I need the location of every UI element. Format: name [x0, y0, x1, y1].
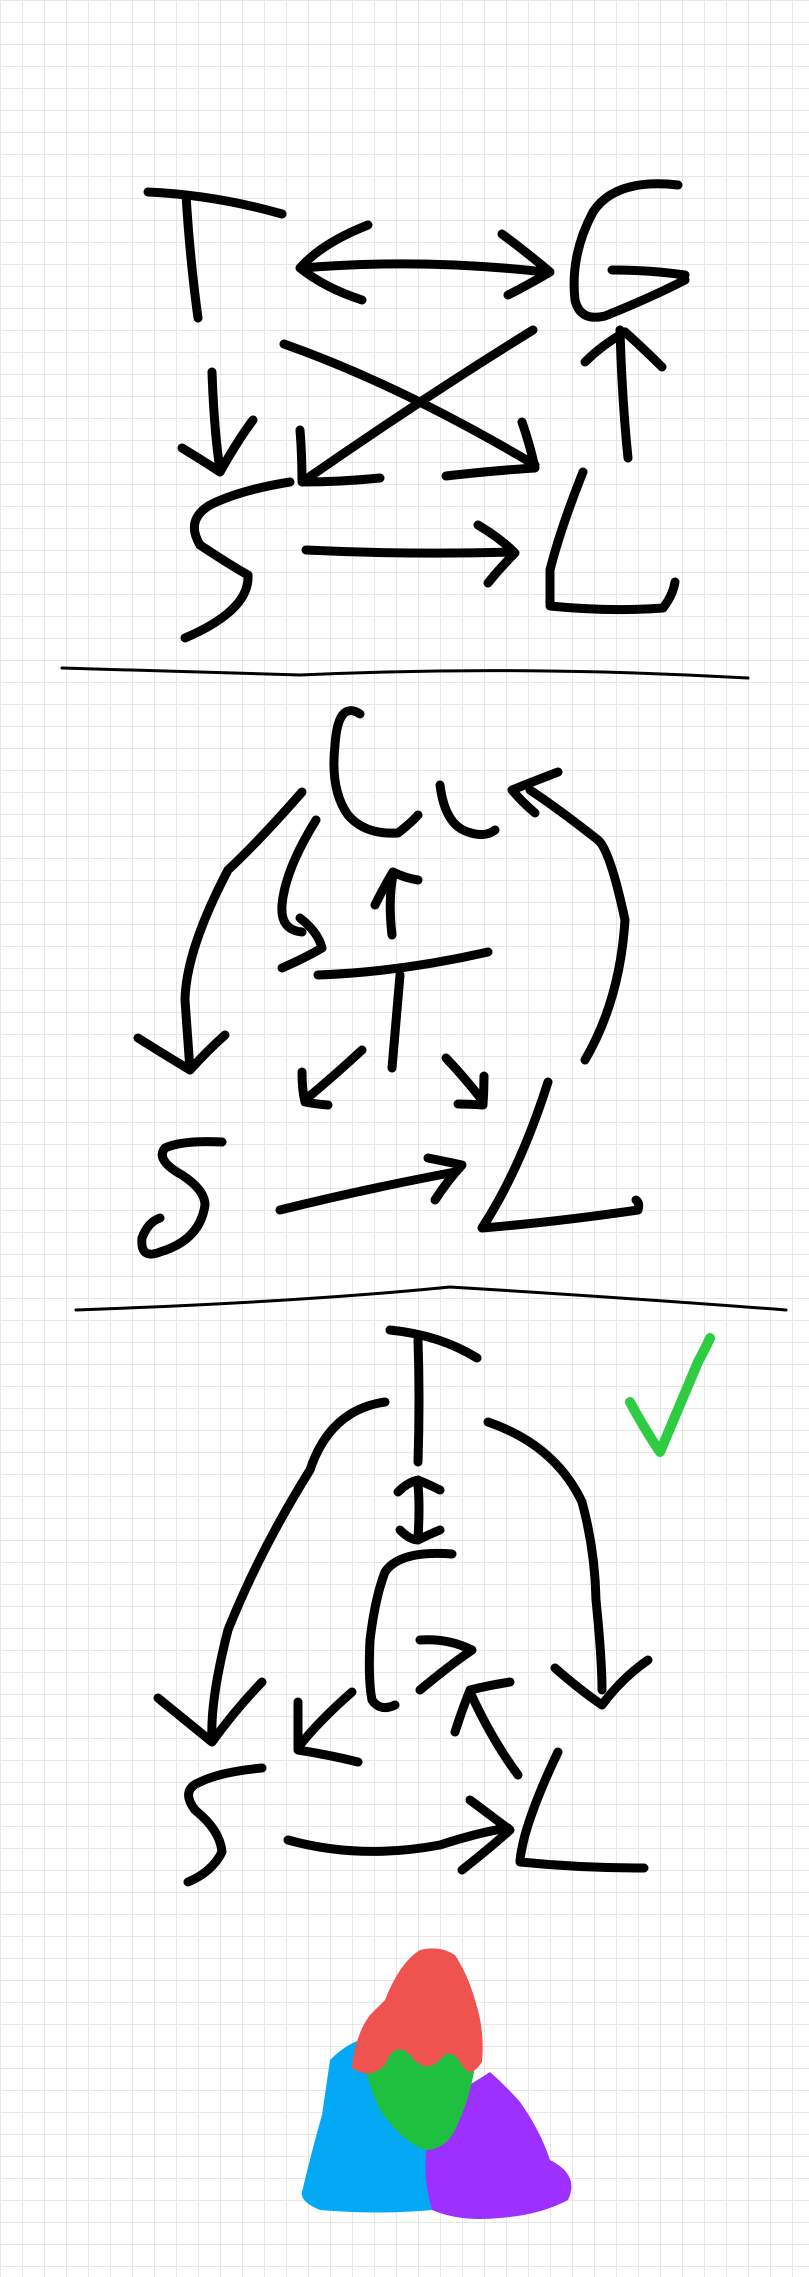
letter-l: [477, 1077, 644, 1233]
color-triangle-icon: [301, 1948, 572, 2219]
letter-t: [143, 187, 287, 323]
letter-l: [545, 467, 680, 615]
divider-line-2: [74, 1285, 788, 1312]
letter-s: [180, 477, 295, 643]
arrow-s-l: [283, 1795, 515, 1875]
arrow-g-t-cross: [295, 325, 538, 487]
diagram-1: [143, 179, 690, 643]
arrow-s-l: [275, 1153, 467, 1215]
triangle-top-region: [352, 1948, 483, 2074]
arrow-t-g-bidirectional: [295, 220, 555, 305]
arrow-t-l-diagonal: [441, 1053, 489, 1110]
arrow-s-l: [301, 520, 520, 588]
triangle-center-region: [362, 2047, 475, 2150]
letter-t: [385, 1325, 482, 1467]
letter-g: [569, 179, 690, 322]
letter-g: [364, 1548, 477, 1713]
arrow-g-t-loop: [277, 815, 327, 973]
arrow-g-s: [133, 787, 307, 1075]
arrow-t-s: [153, 1397, 390, 1747]
arrow-t-s-diagonal: [297, 1045, 367, 1110]
letter-s: [183, 1763, 267, 1887]
arrow-g-l-cross: [279, 339, 540, 481]
letter-g: [329, 706, 500, 840]
divider-line-1: [60, 666, 750, 680]
arrow-t-g-bidirectional: [393, 1475, 445, 1545]
arrow-t-g: [370, 867, 423, 940]
letter-s: [137, 1137, 227, 1259]
arrow-l-g: [450, 1677, 523, 1780]
arrow-l-g: [507, 767, 630, 1065]
checkmark-icon: [625, 1333, 715, 1457]
diagram-2: [133, 706, 644, 1259]
diagram-3: [153, 1325, 715, 1887]
arrow-t-l: [483, 1417, 653, 1710]
letter-t: [313, 947, 493, 1073]
arrow-l-g: [580, 325, 667, 463]
letter-l: [515, 1747, 649, 1873]
arrow-t-s: [177, 367, 258, 477]
arrow-g-s: [293, 1687, 363, 1767]
